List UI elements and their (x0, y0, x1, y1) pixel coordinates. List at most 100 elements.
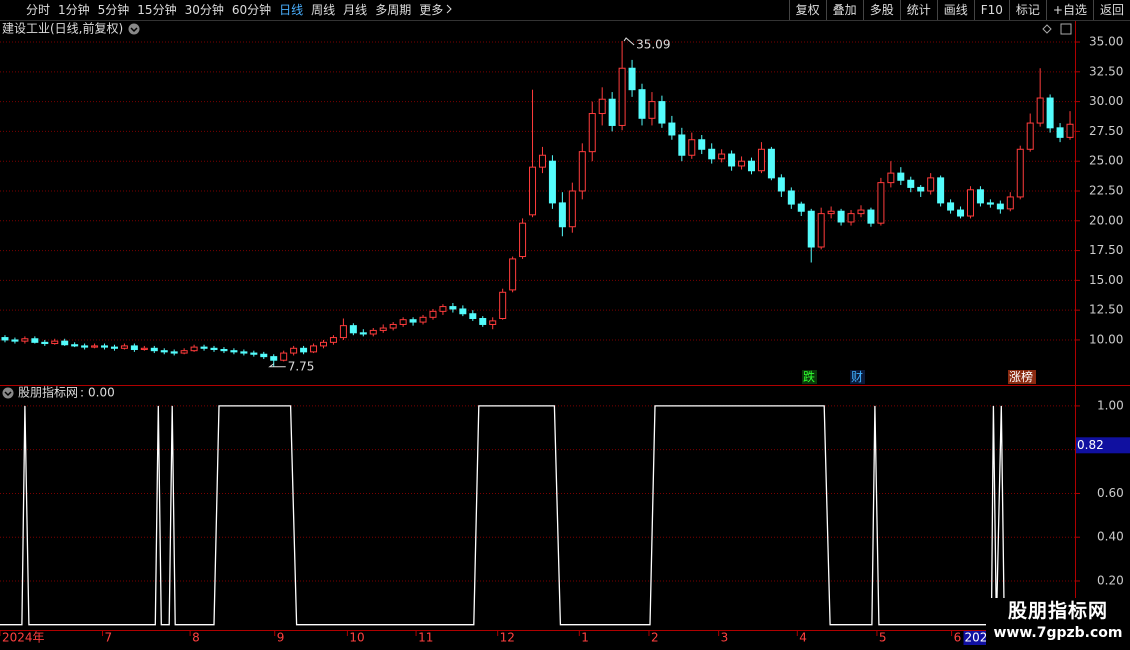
event-tag-bg (1008, 370, 1036, 384)
toolbar-button[interactable]: 1分钟 (58, 3, 90, 17)
candle-body (130, 345, 138, 350)
candle-body (787, 190, 795, 205)
toolbar-button[interactable]: 叠加 (825, 0, 863, 20)
event-tag: 跌 (803, 369, 815, 384)
toolbar-button[interactable]: 日线 (279, 3, 304, 17)
candle-body (210, 347, 218, 350)
y-tick-label: 25.00 (1089, 154, 1123, 168)
toolbar-button[interactable]: 统计 (899, 0, 937, 20)
x-tick-label: 7 (105, 631, 113, 645)
toolbar-button[interactable]: 复权 (788, 0, 826, 20)
candle-body (588, 113, 596, 153)
window-icon[interactable] (1060, 23, 1072, 35)
candle-body (847, 213, 855, 223)
period-tabs: 分时 1分钟 5分钟 15分钟 30分钟 60分钟 日线 周线 月线 多周期 更多 (0, 0, 789, 20)
toolbar-button[interactable]: 返回 (1092, 0, 1130, 20)
toolbar-button[interactable]: 周线 (311, 3, 336, 17)
candle-body (1046, 97, 1054, 129)
candle-body (767, 148, 775, 179)
candle-body (957, 209, 965, 217)
candle-body (200, 346, 208, 349)
indicator-value: 0.00 (88, 386, 115, 400)
toolbar-button[interactable]: 15分钟 (137, 3, 177, 17)
candle-body (628, 67, 636, 91)
candle-body (349, 325, 357, 334)
candle-body (71, 344, 79, 347)
candle-body (250, 352, 258, 355)
event-tag: 涨榜 (1009, 369, 1033, 384)
indicator-menu-chevron (4, 391, 12, 397)
candle-body (568, 190, 576, 228)
tool-buttons: 复权 叠加 多股 统计 画线 F10 标记 +自选 返回 (788, 0, 1130, 20)
toolbar-button[interactable]: 月线 (343, 3, 368, 17)
candle-body (529, 166, 537, 216)
candle-body (728, 153, 736, 167)
y-tick-label: 20.00 (1089, 213, 1123, 227)
y-tick-label: 0.60 (1097, 486, 1124, 500)
x-tick-label: 9 (277, 631, 285, 645)
candle-body (996, 203, 1004, 210)
indicator-menu-icon[interactable] (2, 387, 14, 399)
y-tick-label: 12.50 (1089, 303, 1123, 317)
toolbar-button[interactable]: 30分钟 (184, 3, 224, 17)
candle-body (937, 177, 945, 204)
candle-body (638, 89, 646, 119)
toolbar-button[interactable]: 多股 (862, 0, 900, 20)
candle-body (827, 210, 835, 215)
candle-body (270, 356, 278, 361)
toolbar-button[interactable]: 分时 (26, 3, 51, 17)
y-tick-label: 0.40 (1097, 530, 1124, 544)
candle-body (101, 345, 109, 348)
y-tick-label: 15.00 (1089, 273, 1123, 287)
y-tick-label: 35.00 (1089, 35, 1123, 49)
candle-body (748, 160, 756, 172)
candle-body (150, 347, 158, 352)
candle-body (51, 340, 59, 345)
toolbar-button[interactable]: 5分钟 (97, 3, 130, 17)
y-tick-label: 0.20 (1097, 573, 1124, 587)
candle-body (419, 316, 427, 323)
toolbar-button[interactable]: +自选 (1045, 0, 1093, 20)
more-chevron (446, 4, 452, 14)
candle-body (1056, 127, 1064, 138)
y-tick-label: 17.50 (1089, 243, 1123, 257)
x-tick-label: 4 (799, 631, 807, 645)
candle-body (947, 202, 955, 211)
toolbar-button[interactable]: F10 (973, 0, 1009, 20)
toolbar-button[interactable]: 60分钟 (231, 3, 272, 17)
candle-body (817, 213, 825, 248)
indicator-separator: : (80, 386, 84, 400)
candle-body (698, 139, 706, 150)
candle-body (479, 318, 487, 325)
candle-body (280, 352, 288, 361)
menu-icon[interactable] (128, 23, 140, 35)
candle-body (120, 345, 128, 349)
watermark-url: www.7gpzb.com (993, 625, 1123, 641)
candle-body (976, 189, 984, 204)
candle-body (618, 67, 626, 126)
event-tag: 财 (851, 370, 863, 384)
toolbar-button[interactable]: 画线 (936, 0, 974, 20)
toolbar-button[interactable]: 标记 (1008, 0, 1046, 20)
toolbar-button[interactable]: 多周期 (375, 3, 412, 17)
candle-body (797, 203, 805, 212)
candle-body (449, 306, 457, 310)
diamond-icon[interactable] (1042, 24, 1052, 34)
candle-body (81, 345, 89, 348)
cursor-value-label: 0.82 (1077, 438, 1104, 452)
toolbar-button[interactable]: 更多 (415, 0, 458, 20)
candle-body (240, 351, 248, 354)
candle-body (887, 172, 895, 184)
x-tick-label: 6 (954, 631, 962, 645)
y-tick-label: 22.50 (1089, 183, 1123, 197)
low-label: 7.75 (288, 359, 315, 373)
cursor-date-box (963, 631, 988, 645)
cursor-date-label: 202 (965, 631, 988, 645)
candle-body (220, 348, 228, 352)
candle-body (807, 210, 815, 248)
candle-body (1, 337, 9, 341)
candle-body (329, 337, 337, 343)
candle-body (160, 350, 168, 353)
candle-body (359, 332, 367, 335)
